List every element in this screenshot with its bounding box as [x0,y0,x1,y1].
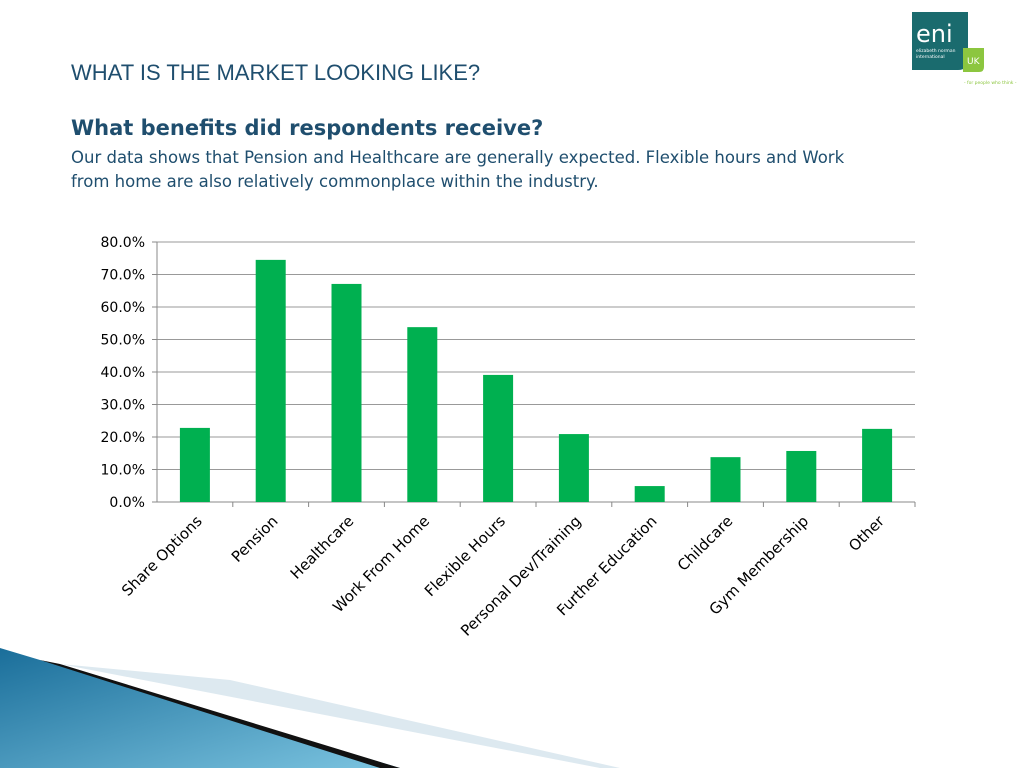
slide-subheading: What benefits did respondents receive? [71,116,544,140]
y-tick-label: 10.0% [101,463,145,479]
bar [862,428,893,502]
bar [179,427,210,502]
eni-logo: eni elizabeth norman international UK - … [912,12,1017,86]
bar [558,434,589,502]
x-tick-label: Childcare [674,512,736,574]
y-tick-label: 80.0% [101,235,145,251]
y-tick-label: 60.0% [101,300,145,316]
svg-text:- for people who think -: - for people who think - [964,80,1017,86]
slide-description: Our data shows that Pension and Healthca… [71,148,845,191]
bar [634,486,665,502]
bar [331,283,362,502]
y-tick-label: 40.0% [101,365,145,381]
x-tick-label: Healthcare [287,512,358,583]
benefits-bar-chart: 0.0% 10.0% 20.0% 30.0% 40.0% 50.0% 60.0% 70.0% 8… [101,235,916,640]
x-tick-label: Pension [228,512,282,566]
bar [407,327,438,502]
svg-text:elizabeth norman: elizabeth norman [916,48,956,54]
y-tick-label: 0.0% [109,495,145,511]
y-tick-label: 30.0% [101,398,145,414]
svg-text:international: international [916,54,945,60]
x-tick-label: Other [845,512,888,555]
bar [710,457,741,502]
svg-text:UK: UK [967,57,981,67]
svg-text:eni: eni [916,20,953,48]
slide-heading: WHAT IS THE MARKET LOOKING LIKE? [71,60,481,85]
x-tick-label: Share Options [118,512,206,600]
y-tick-label: 50.0% [101,333,145,349]
y-tick-label: 70.0% [101,268,145,284]
decorative-swoosh [0,648,620,768]
bar [786,450,817,502]
y-tick-label: 20.0% [101,430,145,446]
bar [255,259,286,502]
bar [483,374,514,502]
